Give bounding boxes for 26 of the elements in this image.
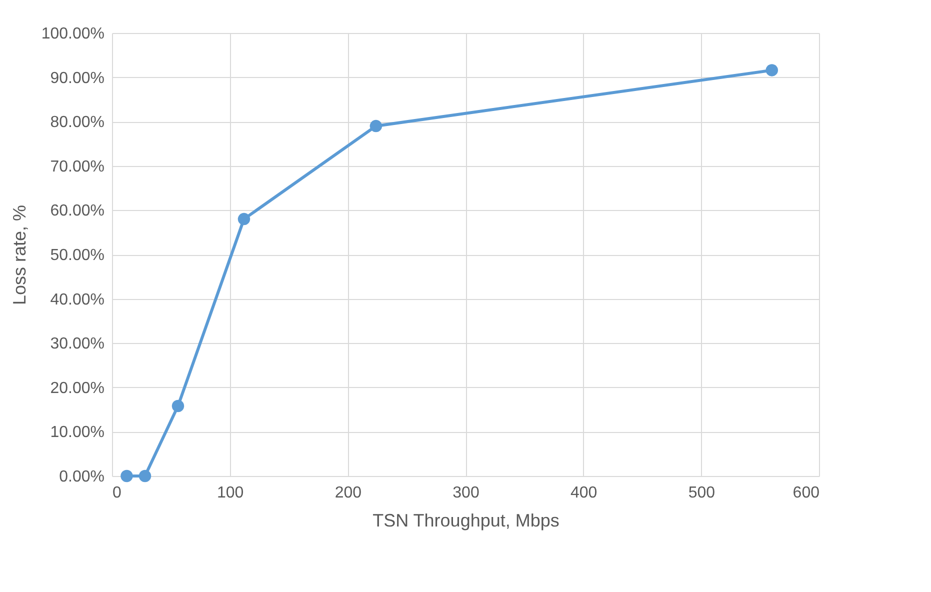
y-tick-label: 50.00%: [50, 247, 104, 264]
point: [138, 470, 152, 482]
y-tick-label: 40.00%: [50, 291, 104, 308]
point: [172, 400, 184, 412]
x-tick-label: 0: [112, 484, 122, 502]
x-tick-label: 400: [570, 484, 598, 502]
point: [370, 120, 382, 132]
y-tick-label: 80.00%: [50, 114, 104, 132]
x-axis-title: TSN Throughput, Mbps: [372, 510, 560, 530]
x-tick-label: 500: [688, 484, 716, 502]
y-tick-label: 20.00%: [50, 380, 104, 397]
point: [238, 212, 250, 226]
x-tick-label: 200: [334, 484, 362, 502]
x-tick-label: 100: [216, 484, 244, 502]
y-tick-label: 70.00%: [50, 158, 104, 176]
x-tick-label: 300: [452, 484, 480, 502]
y-tick-label: 90.00%: [50, 70, 104, 87]
y-axis-title: Loss rate, %: [9, 204, 30, 306]
y-tick-label: 100.00%: [41, 26, 104, 42]
point: [120, 470, 133, 482]
y-tick-label: 10.00%: [50, 424, 104, 442]
y-tick-label: 60.00%: [50, 202, 104, 220]
x-tick-label: 600: [792, 484, 820, 502]
point: [766, 64, 778, 76]
y-tick-label: 30.00%: [50, 336, 104, 353]
y-tick-label: 0.00%: [59, 468, 104, 486]
